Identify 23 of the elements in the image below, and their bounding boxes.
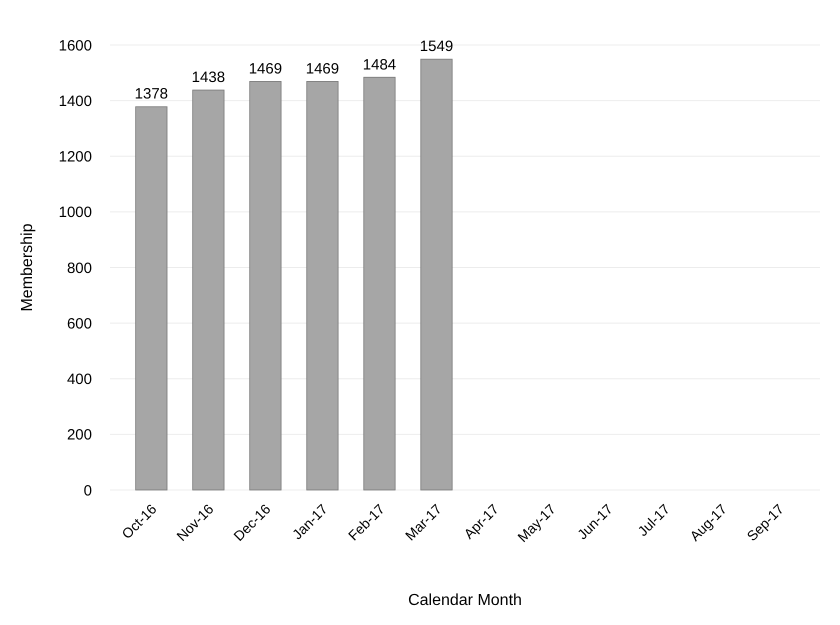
- data-label: 1438: [192, 69, 226, 86]
- y-tick-label: 1000: [58, 204, 92, 222]
- bar: [249, 81, 282, 490]
- bar: [135, 106, 168, 490]
- y-tick-label: 1200: [58, 148, 92, 166]
- bar: [306, 81, 339, 490]
- bar: [192, 90, 224, 490]
- data-label: 1469: [248, 60, 282, 78]
- data-label: 1549: [420, 38, 454, 56]
- data-label: 1469: [306, 60, 340, 78]
- y-axis-title: Membership: [19, 223, 36, 312]
- bar: [363, 76, 396, 490]
- x-axis-title: Calendar Month: [408, 592, 522, 609]
- data-label: 1378: [134, 86, 168, 103]
- y-tick-label: 0: [84, 482, 92, 500]
- y-tick-label: 1400: [58, 92, 92, 110]
- y-tick-label: 800: [66, 260, 92, 277]
- bar: [420, 58, 453, 490]
- y-tick-label: 400: [66, 371, 92, 388]
- y-tick-label: 600: [66, 315, 92, 332]
- data-label: 1484: [362, 56, 396, 74]
- y-tick-label: 200: [66, 426, 92, 444]
- y-tick-label: 1600: [58, 37, 92, 54]
